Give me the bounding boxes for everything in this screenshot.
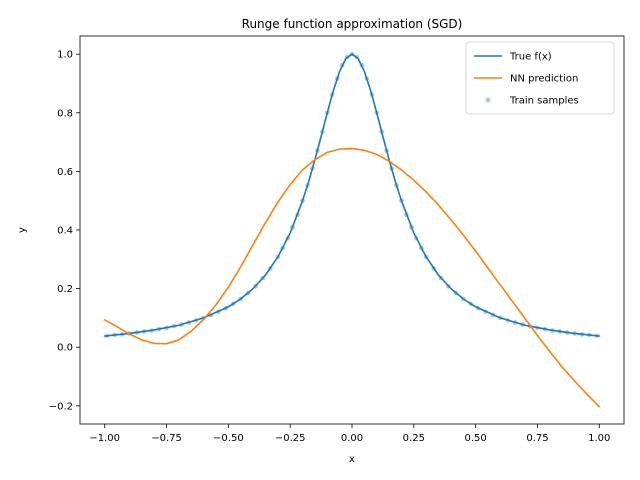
legend: True f(x) NN prediction Train samples <box>465 41 615 115</box>
x-axis-label: x <box>349 454 355 465</box>
legend-label-train-samples: Train samples <box>509 96 579 107</box>
x-tick-label: 0.75 <box>526 433 548 444</box>
legend-label-true-f-x: True f(x) <box>509 52 552 63</box>
x-tick-label: 0.00 <box>341 433 363 444</box>
x-tick-label: 0.25 <box>403 433 425 444</box>
x-tick-label: −0.50 <box>213 433 244 444</box>
axes: −1.00 −0.75 −0.50 −0.25 0.00 0.25 0.50 0.75 1.00… <box>49 35 625 444</box>
y-tick-label: 1.0 <box>57 50 73 61</box>
x-tick-label: −0.25 <box>275 433 306 444</box>
legend-marker-train-samples <box>485 97 491 103</box>
y-tick-label: 0.8 <box>57 108 73 119</box>
legend-box <box>465 41 615 115</box>
y-tick-label: 0.2 <box>57 284 73 295</box>
y-tick-label: 0.6 <box>57 167 73 178</box>
y-tick-label: 0.4 <box>57 226 73 237</box>
y-tick-label: −0.2 <box>49 401 73 412</box>
y-tick-label: 0.0 <box>57 343 73 354</box>
x-tick-label: −0.75 <box>151 433 182 444</box>
legend-label-nn-prediction: NN prediction <box>510 74 578 85</box>
series-line-true-f-x <box>103 53 601 337</box>
chart-title: Runge function approximation (SGD) <box>242 17 463 31</box>
plot-series-group <box>103 51 601 408</box>
x-tick-label: −1.00 <box>89 433 120 444</box>
y-axis-label: y <box>17 227 28 233</box>
x-tick-label: 1.00 <box>588 433 610 444</box>
series-line-nn-prediction <box>103 147 601 408</box>
plot-area <box>103 51 601 408</box>
x-tick-label: 0.50 <box>465 433 487 444</box>
